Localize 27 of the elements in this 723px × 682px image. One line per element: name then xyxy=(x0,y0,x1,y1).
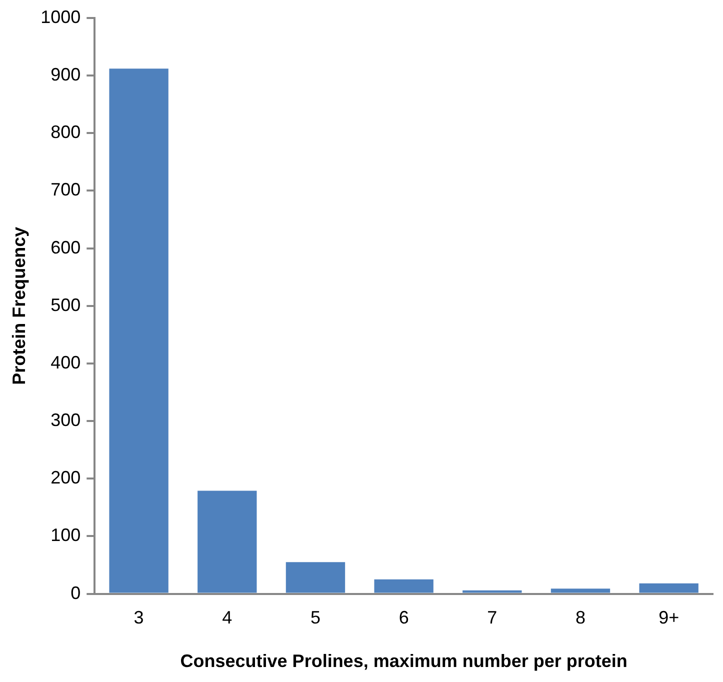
x-tick-label: 6 xyxy=(398,608,409,628)
y-tick-label: 700 xyxy=(50,180,81,200)
bar xyxy=(286,562,346,593)
x-tick-label: 7 xyxy=(487,608,498,628)
y-tick-label: 1000 xyxy=(40,6,81,27)
bar xyxy=(374,579,434,593)
bar xyxy=(109,68,168,593)
y-tick-label: 300 xyxy=(50,410,81,430)
y-tick-label: 400 xyxy=(50,352,81,372)
x-tick-label: 9+ xyxy=(658,608,680,628)
x-tick-label: 4 xyxy=(222,608,232,628)
bar xyxy=(198,490,257,593)
y-tick-label: 600 xyxy=(50,237,81,258)
x-axis-title: Consecutive Prolines, maximum number per protein xyxy=(180,651,628,672)
y-tick-label: 200 xyxy=(50,468,81,488)
y-tick-label: 500 xyxy=(50,294,81,315)
bar xyxy=(550,588,610,593)
x-tick-label: 5 xyxy=(310,608,320,628)
y-tick-label: 0 xyxy=(70,582,81,603)
x-tick-label: 3 xyxy=(134,608,144,628)
y-axis-title: Protein Frequency xyxy=(8,226,29,385)
x-tick-label: 8 xyxy=(575,608,586,628)
y-tick-label: 100 xyxy=(50,525,81,546)
bar xyxy=(462,590,522,593)
y-tick-label: 800 xyxy=(50,122,81,142)
bar xyxy=(639,583,698,593)
y-tick-label: 900 xyxy=(50,64,81,85)
